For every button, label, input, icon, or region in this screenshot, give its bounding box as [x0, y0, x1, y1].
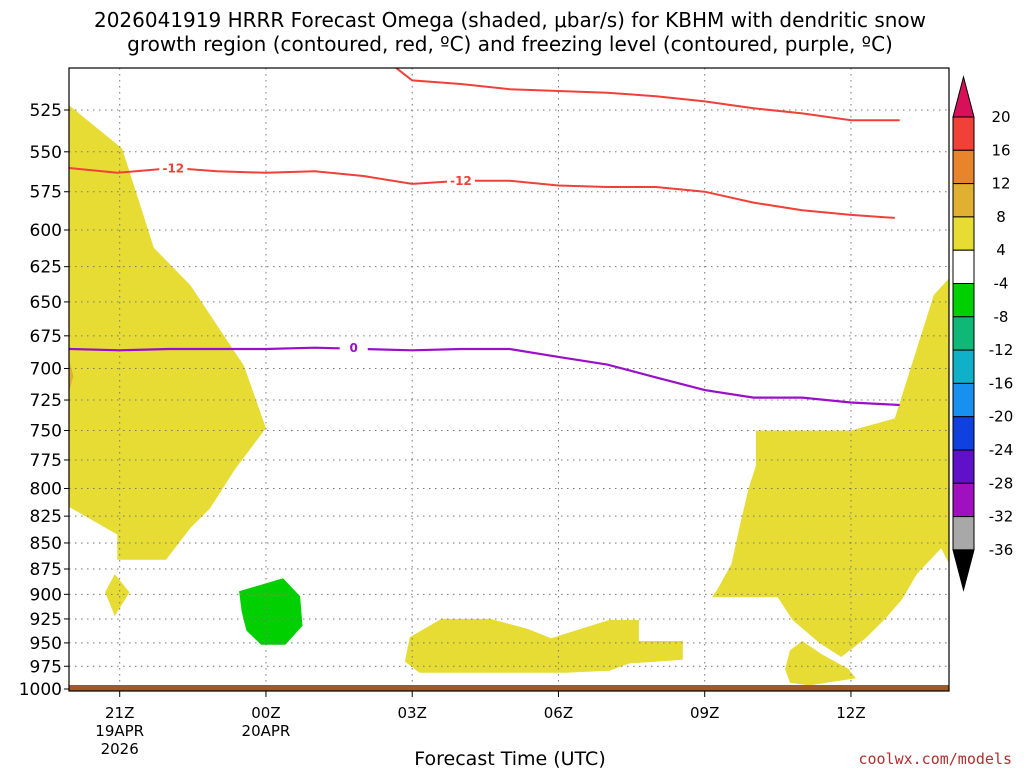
grid-layer: [69, 68, 949, 691]
colorbar-segment-6: [952, 283, 975, 318]
dgz-contour-1: [69, 166, 895, 219]
colorbar-label-10: -24: [989, 441, 1014, 459]
terrain-bar: [69, 685, 949, 691]
colorbar-segment-11: [952, 449, 975, 484]
y-tick-label-800: 800: [30, 479, 62, 499]
dgz-contour-2: [394, 68, 900, 122]
contour-layer: [69, 68, 900, 407]
colorbar-label-12: -32: [989, 508, 1014, 526]
x-tick-label-12Z: 12Z: [836, 704, 865, 722]
x-tick-label-21Z: 21Z: [105, 704, 134, 722]
colorbar-segment-9: [952, 382, 975, 418]
y-tick-label-975: 975: [30, 657, 62, 677]
y-tick-label-950: 950: [30, 634, 62, 654]
y-tick-label-650: 650: [30, 293, 62, 313]
colorbar-bottom-arrow: [952, 549, 975, 592]
colorbar-label-13: -36: [989, 541, 1014, 559]
colorbar-segment-2: [952, 149, 975, 185]
y-tick-label-575: 575: [30, 183, 62, 203]
freezing-level-label: 0: [350, 341, 358, 355]
y-tick-label-525: 525: [30, 101, 62, 121]
colorbar-segment-7: [952, 316, 975, 351]
y-tick-label-700: 700: [30, 360, 62, 380]
colorbar-segment-4: [952, 216, 975, 251]
colorbar-label-6: -8: [994, 308, 1009, 326]
y-tick-label-1000: 1000: [19, 680, 62, 700]
colorbar-label-4: 4: [996, 241, 1006, 259]
y-tick-label-750: 750: [30, 421, 62, 441]
x-tick-date-21Z: 19APR: [95, 722, 144, 740]
y-tick-label-900: 900: [30, 585, 62, 605]
freezing-level-label-bg: [339, 340, 368, 355]
plot-area: -12 -12 0: [69, 68, 949, 691]
omega-region-4: [239, 578, 303, 645]
omega-region-7: [785, 641, 856, 686]
colorbar-segment-10: [952, 416, 975, 451]
y-tick-label-925: 925: [30, 610, 62, 630]
colorbar-label-9: -20: [989, 408, 1014, 426]
x-tick-year-21Z: 2026: [101, 740, 139, 758]
colorbar-label-11: -28: [989, 474, 1014, 492]
colorbar-segment-8: [952, 349, 975, 384]
y-tick-label-600: 600: [30, 221, 62, 241]
colorbar-label-3: 8: [996, 208, 1006, 226]
x-tick-label-00Z: 00Z: [251, 704, 280, 722]
credit-text: coolwx.com/models: [858, 750, 1012, 768]
chart-title-line2: growth region (contoured, red, ºC) and f…: [127, 32, 893, 56]
x-tick-label-06Z: 06Z: [544, 704, 573, 722]
colorbar-top-arrow: [952, 75, 975, 118]
x-tick-label-03Z: 03Z: [398, 704, 427, 722]
colorbar-label-8: -16: [989, 374, 1014, 392]
contour-label-layer: -12 -12 0: [159, 160, 475, 355]
omega-region-2: [69, 359, 74, 393]
y-tick-label-850: 850: [30, 534, 62, 554]
y-tick-label-725: 725: [30, 391, 62, 411]
colorbar: 20 16 12 8 4 -4 -8 -12 -16 -20 -24 -28 -32 -36: [952, 75, 1014, 592]
colorbar-segment-5: [952, 249, 975, 284]
dgz-contour-label-2-bg: [446, 173, 475, 188]
dgz-contour-label-1: -12: [162, 161, 184, 175]
omega-regions-layer: [69, 105, 949, 686]
colorbar-segment-1: [952, 116, 975, 151]
colorbar-label-2: 12: [991, 175, 1010, 193]
colorbar-label-1: 16: [991, 141, 1010, 159]
y-tick-label-875: 875: [30, 560, 62, 580]
colorbar-label-0: 20: [991, 108, 1010, 126]
colorbar-segment-12: [952, 482, 975, 518]
colorbar-segment-13: [952, 516, 975, 551]
x-tick-label-09Z: 09Z: [690, 704, 719, 722]
x-tick-date-00Z: 20APR: [242, 722, 291, 740]
dgz-contour-label-1-bg: [159, 160, 188, 175]
y-axis: 525 550 575 600 625 650 675 700 725 750 775 800 825 8…: [19, 101, 69, 700]
y-tick-label-775: 775: [30, 451, 62, 471]
colorbar-label-7: -12: [989, 341, 1014, 359]
omega-region-3: [105, 574, 130, 616]
colorbar-segment-3: [952, 183, 975, 218]
dgz-contour-label-2: -12: [450, 174, 472, 188]
omega-region-6: [712, 278, 949, 657]
plot-frame: [68, 67, 950, 692]
y-tick-label-625: 625: [30, 258, 62, 278]
y-tick-label-825: 825: [30, 507, 62, 527]
y-tick-label-550: 550: [30, 143, 62, 163]
omega-region-1: [69, 105, 266, 560]
x-axis-label: Forecast Time (UTC): [414, 748, 605, 768]
freezing-level-contour: [69, 346, 900, 407]
omega-region-5: [404, 618, 683, 673]
y-tick-label-675: 675: [30, 327, 62, 347]
chart-title-line1: 2026041919 HRRR Forecast Omega (shaded, …: [94, 8, 926, 32]
colorbar-label-5: -4: [994, 275, 1009, 293]
